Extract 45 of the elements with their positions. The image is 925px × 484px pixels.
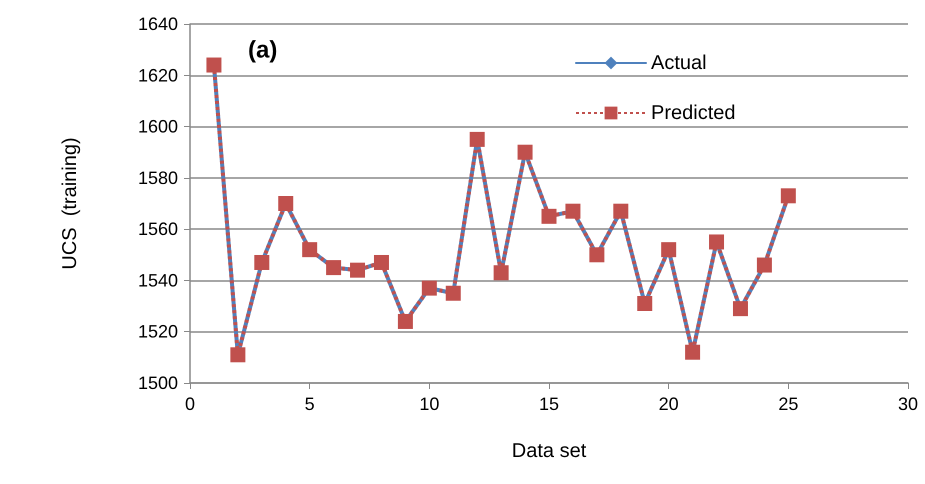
point: [661, 242, 676, 258]
annotation: (a): [248, 36, 278, 64]
point: [494, 265, 509, 280]
y-tick-label: 1640: [138, 14, 178, 34]
point: [302, 242, 318, 258]
point: [518, 144, 533, 160]
legend-label: Actual: [651, 52, 707, 74]
legend-label: Predicted: [651, 102, 736, 124]
x-tick-label: 5: [304, 394, 315, 414]
y-tick-label: 1520: [138, 322, 178, 342]
point: [542, 208, 556, 224]
point: [278, 196, 294, 211]
point: [685, 344, 700, 360]
point: [206, 58, 222, 73]
x-tick-label: 30: [898, 394, 918, 414]
y-tick-label: 1620: [138, 65, 178, 86]
y-axis-title: UCS (training): [59, 137, 81, 270]
point: [780, 188, 796, 204]
point: [709, 234, 724, 250]
point: [254, 254, 270, 270]
point: [732, 301, 748, 316]
y-tick-label: 1600: [138, 116, 178, 137]
point: [565, 204, 580, 219]
point: [756, 258, 772, 273]
x-axis-title: Data set: [512, 440, 587, 462]
point: [613, 204, 628, 219]
x-tick-label: 0: [184, 394, 196, 414]
x-tick-label: 25: [778, 394, 798, 414]
y-tick-label: 1500: [138, 373, 178, 393]
y-tick-label: 1540: [138, 270, 178, 290]
point: [230, 347, 246, 362]
point: [422, 280, 437, 296]
point: [470, 132, 485, 147]
point: [446, 286, 461, 301]
x-tick-label: 20: [658, 394, 679, 414]
point: [374, 254, 389, 270]
point: [350, 262, 366, 278]
y-tick-label: 1560: [138, 219, 178, 240]
y-tick-label: 1580: [138, 168, 178, 188]
point: [398, 314, 413, 329]
x-tick-label: 15: [538, 394, 560, 414]
point: [637, 296, 652, 312]
point: [589, 247, 604, 262]
x-tick-label: 10: [419, 394, 440, 414]
point: [326, 260, 342, 276]
